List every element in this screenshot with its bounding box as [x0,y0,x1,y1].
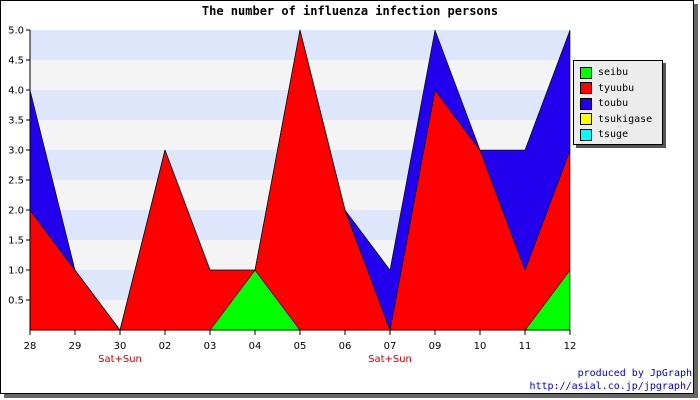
legend: seibu tyuubu toubu tsukigase tsuge [573,60,663,145]
y-tick-label: 2.5 [8,176,24,187]
legend-label: tsuge [598,129,629,141]
x-tick-label: 02 [159,341,172,352]
x-tick-label: 29 [69,341,82,352]
y-tick-label: 1.0 [8,266,24,277]
y-tick-labels: 0.5 1.0 1.5 2.0 2.5 3.0 3.5 4.0 4.5 5.0 [8,26,24,307]
legend-swatch [580,113,592,126]
legend-swatch [580,82,592,95]
x-tick-labels: 28 29 30 02 03 04 05 06 07 09 10 11 12 Sat+Sun Sat+Sun [24,341,577,365]
legend-item-tsuge: tsuge [580,127,656,143]
x-tick-label: 10 [474,341,487,352]
x-tick-label: 06 [339,341,352,352]
x-tick-label: 28 [24,341,37,352]
legend-label: toubu [598,98,629,110]
weekend-label: Sat+Sun [98,354,142,365]
area-toubu [29,29,571,331]
weekend-label: Sat+Sun [368,354,412,365]
credit-produced-by: produced by JpGraph [577,368,692,379]
legend-swatch [580,97,592,110]
y-tick-label: 3.5 [8,116,24,127]
x-tick-label: 09 [429,341,442,352]
x-tick-label: 11 [519,341,532,352]
y-tick-label: 2.0 [8,206,24,217]
x-tick-label: 07 [384,341,397,352]
x-tick-label: 03 [204,341,217,352]
y-tick-label: 4.0 [8,86,24,97]
y-tick-label: 1.5 [8,236,24,247]
legend-item-tyuubu: tyuubu [580,81,656,97]
legend-label: tyuubu [598,82,635,94]
chart-title: The number of influenza infection person… [201,4,499,18]
legend-label: tsukigase [598,113,653,125]
legend-item-seibu: seibu [580,65,656,81]
legend-swatch [580,128,592,141]
legend-swatch [580,66,592,79]
legend-item-toubu: toubu [580,96,656,112]
credit-url[interactable]: http://asial.co.jp/jpgraph/ [529,381,692,392]
y-tick-label: 0.5 [8,296,24,307]
y-tick-label: 3.0 [8,146,24,157]
axes [26,29,571,335]
x-tick-label: 04 [249,341,262,352]
x-tick-label: 30 [114,341,127,352]
y-tick-label: 5.0 [8,26,24,37]
x-tick-label: 05 [294,341,307,352]
x-tick-label: 12 [564,341,577,352]
legend-item-tsukigase: tsukigase [580,112,656,128]
legend-label: seibu [598,67,629,79]
y-tick-label: 4.5 [8,56,24,67]
